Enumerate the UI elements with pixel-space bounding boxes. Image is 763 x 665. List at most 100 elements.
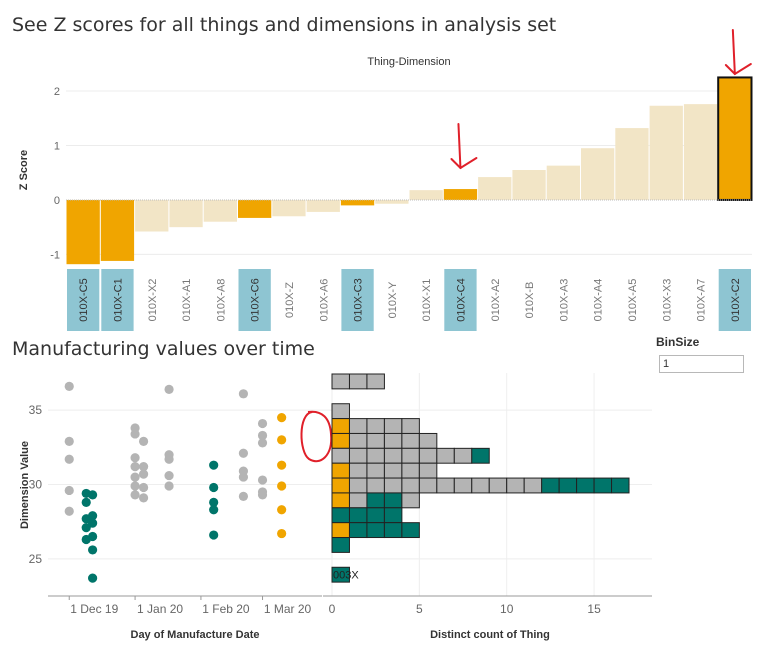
z-bar (717, 76, 753, 201)
hist-cell (576, 477, 595, 494)
z-bar (306, 199, 340, 212)
hist-cell (348, 507, 368, 524)
hist-cell (383, 418, 403, 434)
scatter-point (209, 530, 219, 540)
hist-cell (366, 373, 385, 390)
scatter-point (238, 472, 249, 482)
hist-mark-label: 003X (333, 570, 359, 582)
scatter-point (138, 462, 149, 472)
scatter-point (257, 475, 268, 485)
category-label: 010X-C1 (112, 278, 124, 321)
z-bar (478, 177, 512, 200)
red-arrow-annotation (724, 29, 752, 76)
hist-cell (366, 447, 385, 464)
hist-cell (471, 477, 490, 494)
scatter-point (257, 438, 268, 448)
scatter-point (130, 429, 140, 439)
z-tick-label: -1 (50, 249, 60, 261)
hist-cell (331, 477, 350, 494)
category-label: 010X-C5 (78, 278, 90, 321)
category-label: 010X-A1 (181, 279, 193, 322)
z-bar (649, 105, 683, 200)
scatter-point (277, 413, 287, 423)
category-label: 010X-A5 (627, 279, 639, 322)
category-label: 010X-A3 (558, 279, 570, 322)
hist-cell (348, 522, 368, 539)
category-tile (341, 269, 374, 331)
scatter-point (277, 460, 287, 470)
hist-cell (541, 477, 560, 494)
hist-cell (348, 447, 368, 464)
scatter-point (130, 490, 140, 500)
hist-cell (383, 492, 403, 509)
scatter-point (88, 573, 98, 583)
red-circle-annotation (300, 410, 333, 463)
arrow-head (724, 63, 752, 76)
scatter-point (209, 505, 219, 515)
category-label: 010X-X3 (661, 279, 673, 322)
arrow-shaft (457, 123, 462, 169)
hist-x-tick-label: 15 (587, 602, 601, 616)
category-tile (444, 269, 477, 331)
hist-cell (331, 462, 350, 479)
hist-cell (488, 477, 508, 494)
hist-cell (383, 447, 403, 464)
scatter-point (64, 454, 74, 464)
z-bar (203, 199, 237, 222)
hist-cell (383, 507, 403, 524)
z-bar (66, 199, 100, 265)
scatter-point (277, 528, 287, 539)
manufacturing-section-title: Manufacturing values over time (12, 338, 315, 360)
scatter-x-tick-label: 1 Dec 19 (70, 602, 118, 616)
binsize-label: BinSize (656, 335, 700, 349)
z-axis-label: Z Score (18, 150, 30, 190)
hist-cell (366, 418, 385, 434)
hist-cell (401, 418, 420, 434)
category-label: 010X-A7 (696, 279, 708, 322)
hist-cell (506, 477, 525, 494)
scatter-point (209, 460, 219, 470)
scatter-point (277, 435, 287, 445)
hist-cell (348, 432, 368, 449)
category-label: 010X-A8 (215, 279, 227, 322)
hist-cell (436, 447, 455, 464)
hist-cell (366, 462, 385, 479)
scatter-point (238, 389, 249, 399)
hist-cell (401, 432, 420, 449)
scatter-point (209, 497, 219, 507)
z-bar (375, 199, 409, 204)
scatter-point (64, 506, 74, 516)
scatter-point (164, 470, 174, 481)
binsize-input[interactable] (659, 355, 744, 373)
hist-x-tick-label: 10 (500, 602, 514, 616)
z-bar (546, 165, 580, 200)
hist-cell (348, 492, 368, 509)
scatter-point (88, 545, 98, 555)
scatter-x-tick-label: 1 Mar 20 (264, 602, 312, 616)
hist-cell (331, 537, 350, 553)
scatter-point (64, 381, 74, 391)
category-label: 010X-B (524, 282, 536, 319)
z-bar (340, 199, 375, 206)
hist-cell (331, 522, 350, 539)
scatter-point (138, 436, 149, 446)
hist-cell (383, 477, 403, 494)
scatter-point (88, 531, 98, 542)
scatter-point (257, 430, 268, 441)
arrow-head (450, 157, 478, 170)
category-tile (238, 269, 271, 331)
hist-cell (366, 432, 385, 449)
scatter-point (277, 481, 287, 491)
category-label: 010X-A6 (318, 279, 330, 322)
scatter-point (130, 453, 140, 463)
z-bar (615, 128, 649, 200)
scatter-point (64, 436, 74, 446)
hist-cell (331, 507, 350, 524)
scatter-point (277, 505, 287, 515)
hist-cell (366, 522, 385, 539)
hist-cell (401, 522, 420, 539)
category-label: 010X-A2 (490, 279, 502, 322)
hist-cell (523, 477, 543, 494)
scatter-point (164, 454, 174, 464)
hist-cell (453, 477, 473, 494)
